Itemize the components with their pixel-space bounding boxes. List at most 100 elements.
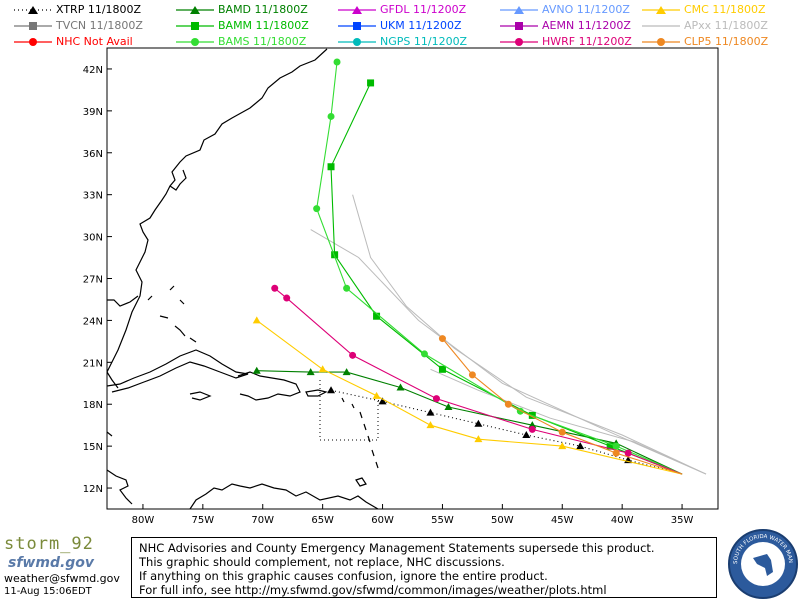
track-point-hwrf xyxy=(432,395,440,403)
longitude-ticks: 80W 75W 70W 65W 60W 55W 50W 45W 40W 35W xyxy=(132,504,693,526)
legend-swatch xyxy=(642,38,680,46)
eez-boundary xyxy=(319,380,379,441)
legend-label: HWRF 11/1200Z xyxy=(542,35,632,48)
model-tracks xyxy=(252,58,683,475)
track-point-bams xyxy=(313,205,321,213)
hurricane-track-map: 80W 75W 70W 65W 60W 55W 50W 45W 40W 35W 12N 15N 18N… xyxy=(83,47,719,526)
track-point-bams xyxy=(420,350,428,358)
legend-swatch xyxy=(500,38,538,46)
legend-label: NHC Not Avail xyxy=(56,35,133,48)
latitude-ticks: 12N 15N 18N 21N 24N 27N 30N 33N 36N 39N 42N xyxy=(83,65,112,495)
track-point-hwrf xyxy=(349,351,357,359)
track-point-xtrp xyxy=(327,386,336,394)
track-point-bamm xyxy=(367,79,375,87)
trinidad xyxy=(355,477,367,487)
track-bamd xyxy=(256,370,683,475)
lon-tick-label: 50W xyxy=(491,515,514,526)
track-point-hwrf xyxy=(271,284,279,292)
track-point-bamm xyxy=(327,163,335,171)
lon-tick-label: 55W xyxy=(431,515,454,526)
coast-detail xyxy=(107,295,139,307)
track-point-bamd xyxy=(342,368,351,376)
legend-label: XTRP 11/1800Z xyxy=(56,3,142,16)
lon-tick-label: 80W xyxy=(132,515,155,526)
legend-label: AEMN 11/1200Z xyxy=(542,19,631,32)
track-point-cmc xyxy=(252,316,261,324)
legend-label: BAMM 11/1800Z xyxy=(218,19,309,32)
track-point-bams xyxy=(333,58,341,66)
legend-swatch xyxy=(14,6,52,14)
lat-tick-label: 36N xyxy=(83,149,103,160)
track-clp5 xyxy=(442,338,683,475)
legend-label: CLP5 11/1800Z xyxy=(684,35,769,48)
legend-swatch xyxy=(338,6,376,14)
cuba xyxy=(106,349,249,393)
track-point-bamd xyxy=(528,421,537,429)
hispaniola xyxy=(237,371,301,401)
disclaimer-line: If anything on this graphic causes confu… xyxy=(139,569,548,583)
track-point-hwrf xyxy=(624,449,632,457)
lat-tick-label: 18N xyxy=(83,400,103,411)
legend-swatch xyxy=(338,38,376,46)
lon-tick-label: 65W xyxy=(311,515,334,526)
track-point-cmc xyxy=(474,435,483,443)
storm-id: storm_92 xyxy=(4,534,94,554)
track-point-clp5 xyxy=(504,400,512,408)
lon-tick-label: 75W xyxy=(192,515,215,526)
track-point-clp5 xyxy=(558,428,566,436)
legend-label: CMC 11/1800Z xyxy=(684,3,766,16)
disclaimer-line: This graphic should complement, not repl… xyxy=(139,555,505,569)
lon-tick-label: 60W xyxy=(371,515,394,526)
coastlines xyxy=(106,48,379,510)
track-point-bamd xyxy=(306,368,315,376)
track-point-bamm xyxy=(438,365,446,373)
track-point-bams xyxy=(612,442,620,450)
track-point-bamm xyxy=(331,251,339,259)
bahamas xyxy=(147,285,197,343)
track-point-cmc xyxy=(372,391,381,399)
track-point-bams xyxy=(343,284,351,292)
track-point-clp5 xyxy=(468,371,476,379)
legend-swatch xyxy=(642,6,680,14)
lat-tick-label: 21N xyxy=(83,358,103,369)
track-point-bams xyxy=(327,112,335,120)
track-point-clp5 xyxy=(438,335,446,343)
track-point-xtrp xyxy=(576,442,585,450)
florida-keys xyxy=(106,371,119,389)
legend-swatch xyxy=(176,38,214,46)
sfwmd-seal-logo: SOUTH FLORIDA WATER MANAGEMENT DISTRICT xyxy=(727,528,798,599)
track-point-cmc xyxy=(558,442,567,450)
legend-swatch xyxy=(14,38,52,46)
lat-tick-label: 24N xyxy=(83,316,103,327)
consensus-lines xyxy=(310,194,707,475)
chesapeake xyxy=(169,169,187,191)
central-america xyxy=(106,431,133,505)
track-bamm xyxy=(330,82,683,475)
track-point-bamd xyxy=(444,403,453,411)
lat-tick-label: 15N xyxy=(83,442,103,453)
lat-tick-label: 42N xyxy=(83,65,103,76)
disclaimer-line[interactable]: For full info, see http://my.sfwmd.gov/s… xyxy=(139,583,607,597)
legend-swatch xyxy=(14,22,52,30)
track-point-bamd xyxy=(252,366,261,374)
legend-label: BAMD 11/1800Z xyxy=(218,3,308,16)
track-apxx xyxy=(430,368,707,475)
track-point-bamm xyxy=(373,312,381,320)
sfwmd-logo: sfwmd.gov xyxy=(8,555,95,571)
lat-tick-label: 30N xyxy=(83,233,103,244)
legend-swatch xyxy=(500,6,538,14)
legend-label: AVNO 11/1200Z xyxy=(542,3,630,16)
track-point-xtrp xyxy=(426,408,435,416)
lat-tick-label: 12N xyxy=(83,484,103,495)
south-america xyxy=(189,483,379,510)
puerto-rico xyxy=(305,389,328,397)
legend-swatch xyxy=(338,22,376,30)
lon-tick-label: 40W xyxy=(611,515,634,526)
issue-timestamp: 11-Aug 15:06EDT xyxy=(4,586,92,597)
track-point-bamd xyxy=(396,383,405,391)
track-point-xtrp xyxy=(474,419,483,427)
legend-label: APxx 11/1800Z xyxy=(684,19,768,32)
lat-tick-label: 33N xyxy=(83,191,103,202)
legend-label: TVCN 11/1800Z xyxy=(56,19,143,32)
track-point-hwrf xyxy=(283,294,291,302)
